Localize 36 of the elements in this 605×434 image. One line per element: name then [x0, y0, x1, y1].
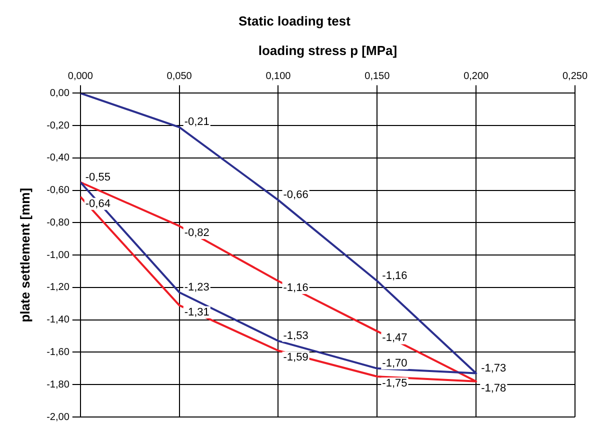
x-tick-label: 0,200 [464, 70, 490, 82]
data-label: -1,53 [283, 330, 308, 342]
data-label: -1,23 [184, 281, 210, 294]
data-label: -0,55 [85, 171, 110, 184]
data-label: -0,66 [283, 189, 308, 202]
data-label: -1,31 [184, 306, 210, 318]
y-tick-label: -1,80 [46, 379, 70, 390]
x-tick-label: 0,050 [166, 70, 192, 82]
y-tick-label: -0,20 [46, 120, 70, 132]
data-label: -1,16 [283, 282, 308, 294]
x-tick-label: 0,150 [364, 70, 390, 82]
y-tick-label: 0,00 [50, 88, 70, 99]
data-label: -1,59 [283, 352, 308, 364]
x-axis-title: loading stress p [MPa] [258, 42, 398, 58]
data-label: -1,70 [382, 357, 408, 370]
y-tick-label: -1,40 [46, 314, 70, 326]
x-tick-label: 0,000 [68, 70, 94, 82]
data-label: -0,21 [184, 116, 210, 128]
y-tick-label: -0,80 [46, 217, 70, 228]
data-label: -0,64 [85, 198, 110, 210]
data-label: -1,73 [481, 362, 506, 374]
y-tick-label: -1,60 [46, 346, 70, 358]
y-tick-label: -0,60 [46, 185, 70, 196]
y-tick-label: -1,00 [46, 250, 70, 261]
y-tick-label: -0,40 [46, 152, 70, 164]
data-label: -1,47 [382, 332, 408, 344]
y-axis-title: plate settlement [mm] [17, 188, 32, 322]
data-label: -1,16 [382, 270, 408, 282]
x-tick-label: 0,250 [562, 70, 588, 82]
data-label: -1,78 [481, 382, 506, 394]
data-label: -0,82 [184, 226, 210, 239]
y-tick-label: -2,00 [46, 412, 70, 423]
x-tick-label: 0,100 [266, 70, 292, 82]
y-tick-label: -1,20 [46, 282, 70, 294]
chart-title: Static loading test [238, 13, 352, 28]
data-label: -1,75 [382, 378, 408, 390]
